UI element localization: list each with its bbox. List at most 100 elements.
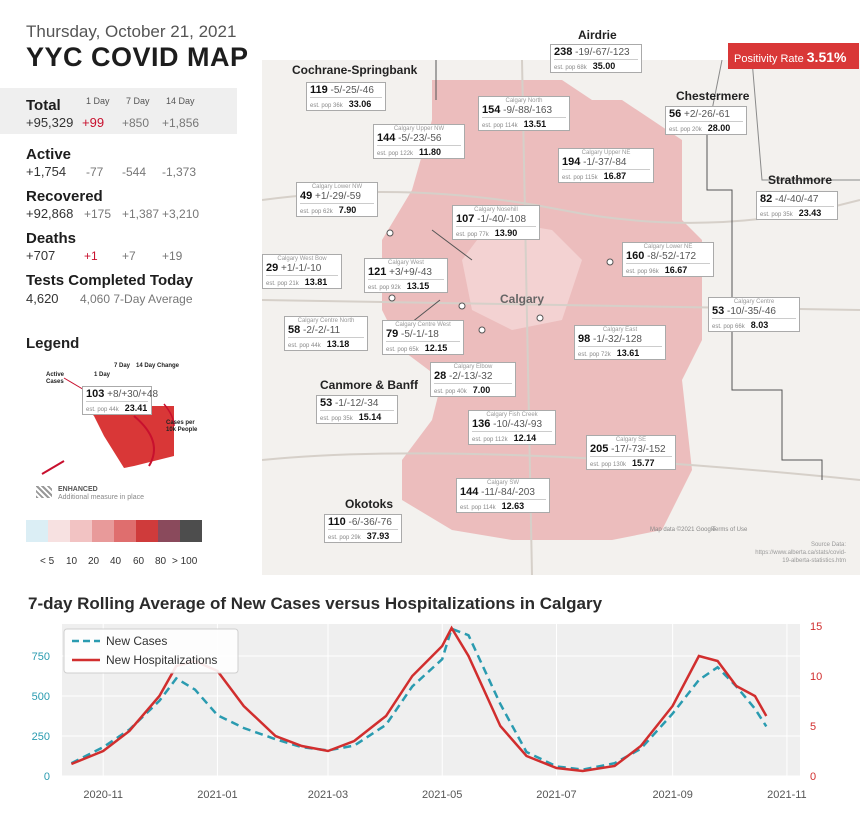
zone-name: Calgary Centre	[733, 299, 775, 305]
region-label-chestermere: Chestermere	[676, 89, 750, 103]
x-tick-label: 2021-01	[197, 789, 237, 801]
zone-box[interactable]: Calgary East 98 -1/-32/-128 est. pop 72k…	[574, 325, 666, 360]
scale-cell	[180, 520, 202, 542]
zone-box[interactable]: Calgary West Bow 29 +1/-1/-10 est. pop 2…	[262, 254, 342, 289]
region-box-okotoks[interactable]: 110 -6/-36/-76 est. pop 29k 37.93	[324, 514, 402, 543]
legend-sample-region	[84, 406, 174, 468]
region-box-strathmore[interactable]: 82 -4/-40/-47 est. pop 35k 23.43	[756, 191, 838, 220]
zone-count: 29	[266, 262, 279, 274]
zone-pop: est. pop 72k	[578, 352, 611, 358]
region-pop: est. pop 68k	[554, 65, 587, 71]
region-changes: -5/-25/-46	[330, 85, 374, 96]
legend-sample-count: 103	[86, 388, 105, 400]
zone-box[interactable]: Calgary SW 144 -11/-84/-203 est. pop 114…	[456, 478, 550, 513]
zone-name: Calgary West Bow	[277, 256, 327, 262]
zone-rate: 13.61	[616, 348, 640, 358]
scale-cell	[114, 520, 136, 542]
active-value: +1,754	[26, 164, 67, 179]
scale-label: 10	[66, 556, 78, 567]
y-left-tick-label: 250	[32, 731, 50, 743]
zone-name: Calgary North	[505, 98, 543, 104]
total-14day: +1,856	[162, 116, 200, 130]
zone-count: 205	[590, 443, 609, 455]
zone-box[interactable]: Calgary Elbow 28 -2/-13/-32 est. pop 40k…	[430, 362, 516, 397]
zone-changes: -1/-37/-84	[583, 157, 627, 168]
y-right-tick-label: 15	[810, 621, 822, 633]
zone-box[interactable]: Calgary West 121 +3/+9/-43 est. pop 92k 1…	[364, 258, 448, 293]
zone-name: Calgary Elbow	[453, 364, 493, 370]
scale-label: 40	[110, 556, 122, 567]
deaths-label: Deaths	[26, 230, 77, 247]
deaths-1day: +1	[84, 249, 98, 263]
zone-pop: est. pop 112k	[472, 437, 508, 443]
zone-box[interactable]: Calgary Lower NW 49 +1/-29/-59 est. pop …	[296, 182, 378, 217]
zone-box[interactable]: Calgary Lower NE 160 -8/-52/-172 est. po…	[622, 242, 714, 277]
source-data[interactable]: Source Data: https://www.alberta.ca/stat…	[755, 542, 846, 564]
tests-label: Tests Completed Today	[26, 272, 193, 289]
region-box-cochrane[interactable]: 119 -5/-25/-46 est. pop 36k 33.06	[306, 82, 386, 111]
zone-box[interactable]: Calgary Nosehill 107 -1/-40/-108 est. po…	[452, 205, 540, 240]
zone-box[interactable]: Calgary Upper NW 144 -5/-23/-56 est. pop…	[373, 124, 465, 159]
region-rate: 35.00	[592, 61, 616, 71]
x-tick-label: 2021-11	[767, 789, 807, 801]
region-box-canmore[interactable]: 53 -1/-12/-34 est. pop 35k 15.14	[316, 395, 398, 424]
region-box-airdrie[interactable]: 238 -19/-67/-123 est. pop 68k 35.00	[550, 44, 642, 73]
region-pop: est. pop 35k	[760, 212, 793, 218]
zone-name: Calgary SW	[486, 480, 519, 486]
deaths-value: +707	[26, 248, 56, 263]
scale-label: > 100	[172, 556, 198, 567]
recovered-14day: +3,210	[162, 207, 200, 221]
y-left-tick-label: 500	[32, 691, 50, 703]
line-chart: 2020-11 2021-01 2021-03 2021-05 2021-07 2021-…	[32, 621, 823, 801]
zone-name: Calgary Nosehill	[474, 207, 518, 213]
region-changes: +2/-26/-61	[684, 109, 730, 120]
legend-sample-pop: est. pop 44k	[86, 407, 119, 413]
zone-box[interactable]: Calgary Centre 53 -10/-35/-46 est. pop 6…	[708, 297, 800, 332]
region-count: 56	[669, 108, 682, 120]
region-changes: -6/-36/-76	[348, 517, 392, 528]
zone-box[interactable]: Calgary Centre West 79 -5/-1/-18 est. po…	[382, 320, 464, 355]
region-count: 82	[760, 193, 773, 205]
zone-count: 98	[578, 333, 591, 345]
zone-box[interactable]: Calgary North 154 -9/-88/-163 est. pop 1…	[478, 96, 570, 131]
zone-box[interactable]: Calgary Fish Creek 136 -10/-43/-93 est. …	[468, 410, 556, 445]
zone-changes: -2/-13/-32	[449, 371, 493, 382]
zone-box[interactable]: Calgary SE 205 -17/-73/-152 est. pop 130…	[586, 435, 676, 470]
zone-rate: 11.80	[419, 147, 442, 157]
map-attribution: Map data ©2021 Google	[650, 527, 716, 533]
zone-count: 144	[460, 486, 479, 498]
zone-changes: -8/-52/-172	[647, 251, 697, 262]
zone-changes: +3/+9/-43	[389, 267, 432, 278]
deaths-14day: +19	[162, 249, 183, 263]
x-tick-label: 2021-09	[652, 789, 692, 801]
legend-diagram	[41, 377, 175, 475]
total-7day: +850	[122, 116, 150, 130]
region-count: 110	[328, 516, 346, 528]
scale-cell	[48, 520, 70, 542]
zone-name: Calgary East	[602, 327, 638, 333]
zone-name: Calgary SE	[615, 437, 647, 443]
zone-count: 154	[482, 104, 501, 116]
active-7day: -544	[122, 165, 147, 179]
scale-label: < 5	[40, 556, 55, 567]
zone-pop: est. pop 122k	[377, 151, 414, 157]
region-label-airdrie: Airdrie	[578, 28, 617, 42]
region-count: 53	[320, 397, 333, 409]
region-rate: 28.00	[707, 123, 731, 133]
positivity-label: Positivity Rate	[734, 53, 804, 65]
col-header-7day: 7 Day	[126, 96, 150, 106]
region-changes: -4/-40/-47	[775, 194, 819, 205]
x-tick-label: 2021-03	[308, 789, 348, 801]
zone-changes: -1/-32/-128	[593, 334, 642, 345]
zone-changes: -10/-43/-93	[493, 419, 543, 430]
region-count: 238	[554, 46, 573, 58]
zone-changes: +1/-1/-10	[281, 263, 322, 274]
col-header-14day: 14 Day	[166, 96, 195, 106]
zone-box[interactable]: Calgary Centre North 58 -2/-2/-11 est. p…	[284, 316, 368, 351]
region-box-chestermere[interactable]: 56 +2/-26/-61 est. pop 20k 28.00	[665, 106, 747, 135]
zone-rate: 13.15	[406, 281, 430, 291]
zone-box[interactable]: Calgary Upper NE 194 -1/-37/-84 est. pop…	[558, 148, 654, 183]
region-pop: est. pop 35k	[320, 416, 353, 422]
color-scale	[26, 520, 208, 542]
map-terms-link[interactable]: Terms of Use	[712, 527, 748, 533]
